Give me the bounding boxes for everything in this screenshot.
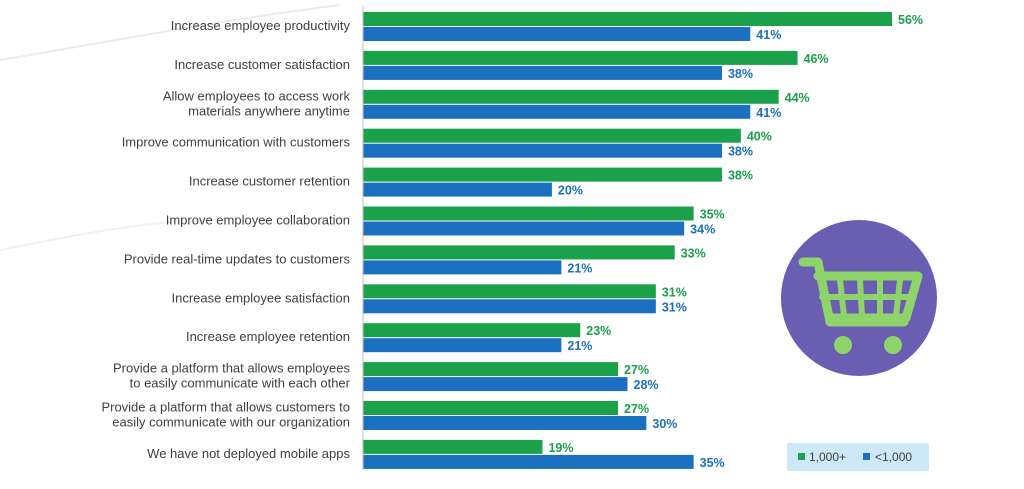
category-label-line: Increase customer retention — [189, 174, 350, 189]
legend-background — [787, 443, 929, 471]
bar-series-2 — [363, 377, 628, 392]
bar-series-2 — [363, 182, 552, 197]
bar-series-1 — [363, 128, 741, 143]
category-label-line: Increase employee satisfaction — [172, 290, 350, 305]
category-label-line: Provide real-time updates to customers — [124, 251, 351, 266]
bar-series-2 — [363, 260, 562, 275]
data-label-series-1: 19% — [548, 441, 573, 455]
shopping-cart-icon — [798, 257, 923, 327]
category-label: Increase employee productivity — [171, 18, 351, 33]
category-label: Improve employee collaboration — [166, 213, 350, 228]
category-label-line: Allow employees to access work — [163, 88, 351, 103]
category-label-line: Provide a platform that allows employees — [113, 361, 351, 376]
bar-series-2 — [363, 299, 656, 314]
data-label-series-1: 44% — [785, 91, 810, 105]
data-label-series-2: 35% — [700, 456, 725, 470]
data-label-series-2: 28% — [634, 378, 659, 392]
bar-series-2 — [363, 221, 685, 236]
category-label: Allow employees to access work materials … — [163, 88, 351, 118]
category-label: Provide a platform that allows employees… — [113, 361, 351, 391]
data-label-series-1: 56% — [898, 13, 923, 27]
data-label-series-1: 27% — [624, 363, 649, 377]
legend-swatch-series-2 — [863, 453, 870, 460]
category-label-line: Improve communication with customers — [122, 135, 351, 150]
data-label-series-2: 21% — [567, 261, 592, 275]
data-label-series-2: 34% — [690, 223, 715, 237]
data-label-series-2: 30% — [652, 417, 677, 431]
bar-series-2 — [363, 454, 694, 469]
data-label-series-2: 20% — [558, 184, 583, 198]
bar-series-1 — [363, 284, 656, 299]
cart-wheel — [884, 336, 902, 354]
data-label-series-1: 40% — [747, 130, 772, 144]
legend: 1,000+ <1,000 — [787, 443, 929, 471]
shopping-cart-badge — [781, 220, 937, 376]
legend-label-series-1: 1,000+ — [809, 450, 846, 464]
data-label-series-2: 38% — [728, 145, 753, 159]
data-label-series-2: 41% — [756, 28, 781, 42]
category-label-line: materials anywhere anytime — [188, 103, 350, 118]
bar-series-2 — [363, 416, 647, 430]
bar-series-2 — [363, 27, 751, 41]
cart-wheel — [834, 336, 852, 354]
legend-label-series-2: <1,000 — [875, 450, 912, 464]
category-labels-layer: Increase employee productivity Increase c… — [101, 18, 350, 461]
bar-series-1 — [363, 89, 779, 104]
data-label-series-1: 38% — [728, 169, 753, 183]
category-label: Increase customer satisfaction — [174, 57, 350, 72]
bar-series-1 — [363, 50, 798, 65]
category-label: Increase customer retention — [189, 174, 350, 189]
category-label-line: Improve employee collaboration — [166, 213, 350, 228]
bar-series-1 — [363, 323, 581, 338]
category-label-line: We have not deployed mobile apps — [147, 446, 350, 461]
category-label-line: easily communicate with our organization — [112, 415, 350, 430]
bar-series-1 — [363, 206, 694, 221]
data-label-series-1: 46% — [804, 52, 829, 66]
category-label-line: Increase employee productivity — [171, 18, 351, 33]
data-label-series-2: 38% — [728, 67, 753, 81]
category-label: Increase employee satisfaction — [172, 290, 350, 305]
background-swoosh — [0, 4, 341, 61]
data-label-series-1: 27% — [624, 402, 649, 416]
background-swoosh — [0, 221, 171, 251]
bar-series-1 — [363, 401, 619, 415]
data-label-series-1: 31% — [662, 285, 687, 299]
bar-series-1 — [363, 12, 892, 26]
bar-series-1 — [363, 245, 675, 260]
category-label: Provide a platform that allows customers… — [101, 400, 350, 430]
category-label: Improve communication with customers — [122, 135, 351, 150]
data-label-series-2: 41% — [756, 106, 781, 120]
bar-series-1 — [363, 167, 722, 182]
category-label-line: to easily communicate with each other — [130, 376, 351, 391]
category-label-line: Increase employee retention — [186, 329, 350, 344]
category-label: We have not deployed mobile apps — [147, 446, 350, 461]
data-label-series-1: 33% — [681, 246, 706, 260]
category-label-line: Increase customer satisfaction — [174, 57, 350, 72]
category-label: Increase employee retention — [186, 329, 350, 344]
bar-series-2 — [363, 338, 562, 353]
bar-series-2 — [363, 143, 722, 158]
data-label-series-2: 31% — [662, 300, 687, 314]
data-label-series-2: 21% — [567, 339, 592, 353]
category-label-line: Provide a platform that allows customers… — [101, 400, 350, 415]
bar-series-2 — [363, 104, 751, 119]
bar-series-1 — [363, 439, 543, 454]
data-label-series-1: 35% — [700, 208, 725, 222]
data-label-series-1: 23% — [586, 324, 611, 338]
bar-series-2 — [363, 65, 722, 80]
legend-swatch-series-1 — [798, 453, 805, 460]
bar-series-1 — [363, 362, 619, 377]
bars-layer: 56%41%46%38%44%41%40%38%38%20%35%34%33%2… — [363, 12, 923, 470]
category-label: Provide real-time updates to customers — [124, 251, 351, 266]
